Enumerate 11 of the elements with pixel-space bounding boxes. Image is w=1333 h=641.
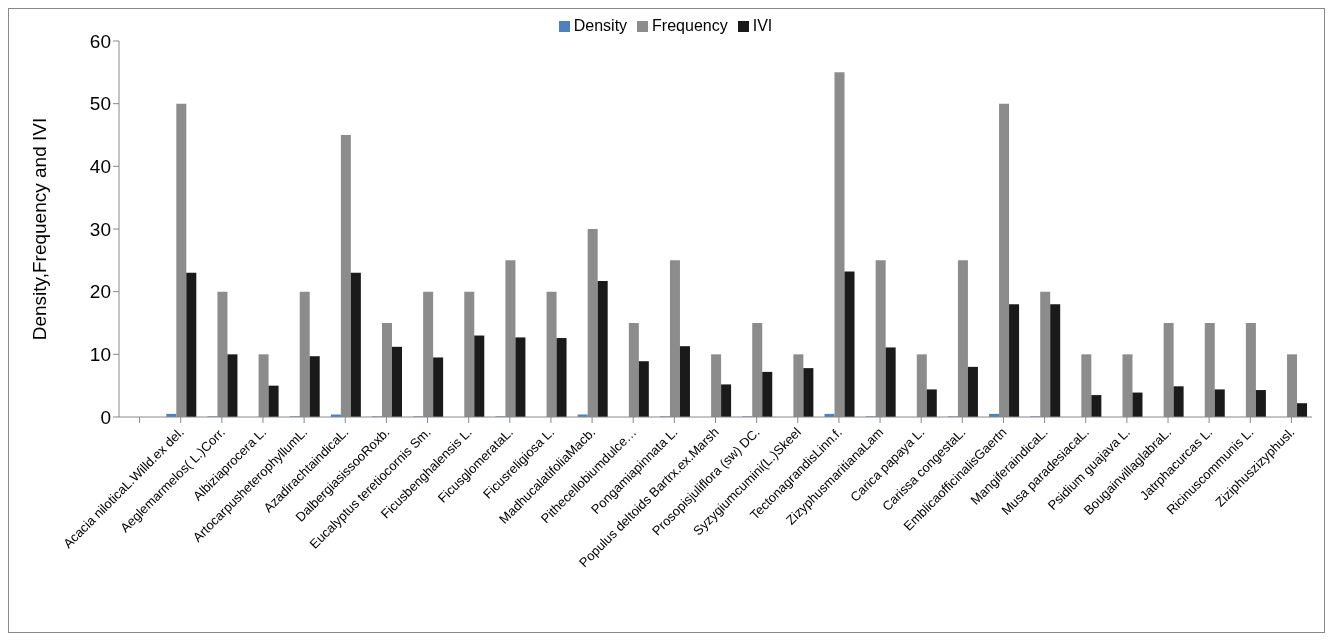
y-tick-label: 40 bbox=[89, 156, 111, 178]
legend-label: Density bbox=[573, 17, 628, 34]
y-tick-label: 20 bbox=[89, 281, 111, 303]
y-tick-label: 0 bbox=[100, 406, 111, 428]
y-axis-title: Density,Frequency and IVI bbox=[28, 117, 50, 341]
y-tick-label: 30 bbox=[89, 218, 111, 240]
y-tick-label: 10 bbox=[89, 344, 111, 366]
legend-label: IVI bbox=[752, 17, 773, 34]
legend-label: Frequency bbox=[652, 17, 728, 34]
y-tick-label: 60 bbox=[89, 30, 111, 52]
y-tick-label: 50 bbox=[89, 93, 111, 115]
